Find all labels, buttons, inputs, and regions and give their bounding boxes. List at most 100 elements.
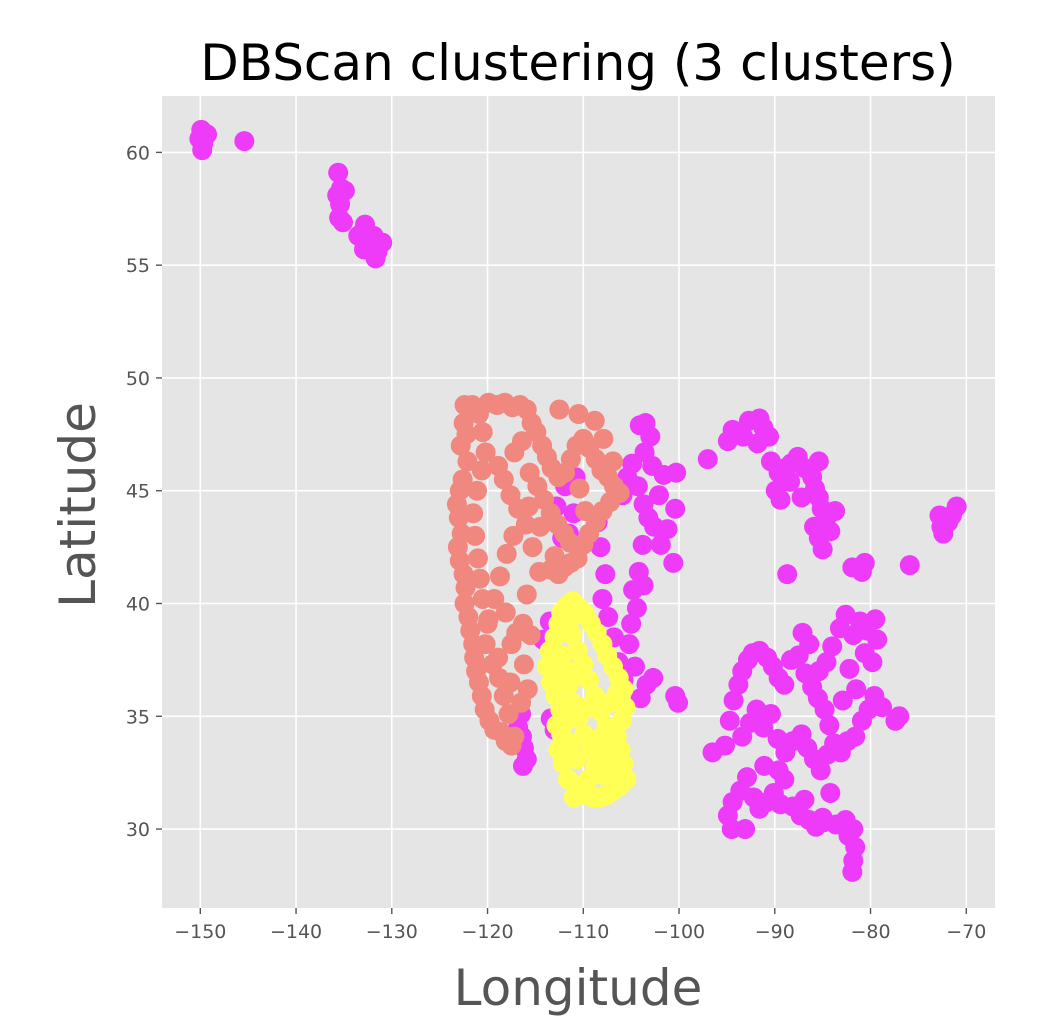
data-point xyxy=(544,546,565,567)
data-point xyxy=(643,667,664,688)
data-point xyxy=(500,485,521,506)
data-point xyxy=(478,609,499,630)
data-point xyxy=(621,613,642,634)
data-point xyxy=(640,426,661,447)
data-point xyxy=(595,564,616,585)
data-point xyxy=(812,807,833,828)
data-point xyxy=(566,749,587,770)
data-point xyxy=(812,539,833,560)
x-tick-label: −80 xyxy=(850,921,890,943)
data-point xyxy=(571,776,592,797)
data-point xyxy=(650,534,671,555)
data-point xyxy=(774,674,795,695)
data-point xyxy=(522,537,543,558)
data-point xyxy=(604,760,625,781)
y-tick-label: 50 xyxy=(126,368,150,390)
data-point xyxy=(810,760,831,781)
x-axis-title: Longitude xyxy=(454,959,703,1017)
data-point xyxy=(697,449,718,470)
data-point xyxy=(588,742,609,763)
data-point xyxy=(593,428,614,449)
data-point xyxy=(770,489,791,510)
data-point xyxy=(575,501,596,522)
data-point xyxy=(592,588,613,609)
data-point xyxy=(465,525,486,546)
data-point xyxy=(768,760,789,781)
data-point xyxy=(455,577,476,598)
data-point xyxy=(838,825,859,846)
data-point xyxy=(488,647,509,668)
data-point xyxy=(842,861,863,882)
data-point xyxy=(602,451,623,472)
data-point xyxy=(808,451,829,472)
data-point xyxy=(328,162,349,183)
data-point xyxy=(475,442,496,463)
data-point xyxy=(846,679,867,700)
data-point xyxy=(560,733,581,754)
data-point xyxy=(569,478,590,499)
data-point xyxy=(512,755,533,776)
data-point xyxy=(234,131,255,152)
data-point xyxy=(719,710,740,731)
data-point xyxy=(511,692,532,713)
data-point xyxy=(626,598,647,619)
data-point xyxy=(484,588,505,609)
data-point xyxy=(851,561,872,582)
data-point xyxy=(564,665,585,686)
data-point xyxy=(819,715,840,736)
data-point xyxy=(348,225,369,246)
data-point xyxy=(495,602,516,623)
data-point xyxy=(632,534,653,555)
data-point xyxy=(665,498,686,519)
x-tick-label: −70 xyxy=(946,921,986,943)
data-point xyxy=(577,697,598,718)
data-point xyxy=(933,523,954,544)
data-point xyxy=(192,140,213,161)
x-tick-label: −100 xyxy=(653,921,705,943)
data-point xyxy=(663,552,684,573)
data-point xyxy=(723,690,744,711)
data-point xyxy=(808,661,829,682)
data-point xyxy=(822,636,843,657)
data-point xyxy=(489,566,510,587)
data-point xyxy=(568,404,589,425)
data-point xyxy=(518,496,539,517)
data-point xyxy=(469,568,490,589)
data-point xyxy=(623,579,644,600)
data-point xyxy=(946,496,967,517)
data-point xyxy=(496,543,517,564)
data-point xyxy=(546,715,567,736)
data-point xyxy=(721,819,742,840)
data-point xyxy=(471,460,492,481)
data-point xyxy=(648,485,669,506)
data-point xyxy=(737,767,758,788)
data-point xyxy=(506,622,527,643)
data-point xyxy=(825,501,846,522)
data-point xyxy=(666,462,687,483)
data-point xyxy=(668,692,689,713)
data-point xyxy=(611,710,632,731)
data-point xyxy=(627,476,648,497)
data-point xyxy=(529,561,550,582)
y-axis-title: Latitude xyxy=(49,402,107,608)
data-point xyxy=(530,516,551,537)
data-point xyxy=(791,487,812,508)
x-tick-label: −140 xyxy=(270,921,322,943)
data-point xyxy=(872,697,893,718)
data-point xyxy=(747,433,768,454)
data-point xyxy=(488,455,509,476)
y-tick-label: 40 xyxy=(126,594,150,616)
y-tick-label: 35 xyxy=(126,706,150,728)
data-point xyxy=(832,690,853,711)
data-point xyxy=(820,521,841,542)
data-point xyxy=(549,399,570,420)
data-point xyxy=(472,422,493,443)
data-point xyxy=(899,555,920,576)
x-tick-label: −110 xyxy=(557,921,609,943)
data-point xyxy=(714,735,735,756)
y-tick-label: 30 xyxy=(126,819,150,841)
data-point xyxy=(543,663,564,684)
data-point xyxy=(590,537,611,558)
data-point xyxy=(854,643,875,664)
